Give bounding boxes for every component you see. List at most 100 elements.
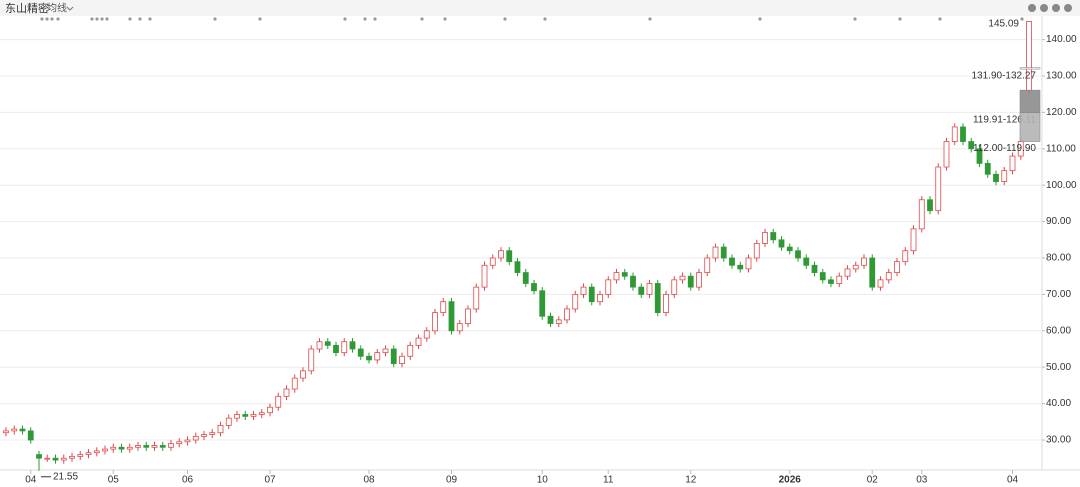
candle-body: [679, 275, 686, 281]
x-tick-label: 06: [182, 475, 194, 486]
candle-body: [638, 286, 645, 295]
candle-body: [753, 243, 760, 259]
candle-body: [349, 341, 356, 350]
candle-body: [712, 246, 719, 259]
candle-body: [910, 228, 917, 252]
x-tick-label: 11: [603, 475, 614, 486]
price-zone: [1019, 112, 1041, 142]
candle-body: [250, 414, 257, 417]
zone-label: 131.90-132.27: [971, 71, 1036, 82]
zoom-out[interactable]: [1028, 4, 1036, 12]
candle-body: [960, 126, 966, 142]
candle-body: [85, 452, 92, 455]
y-tick-label: 90.00: [1046, 216, 1071, 227]
candle-body: [366, 355, 372, 361]
candle-body: [60, 457, 67, 461]
candle-body: [687, 275, 694, 288]
price-zone: [1019, 67, 1041, 70]
candle-body: [572, 293, 579, 310]
candle-body: [778, 239, 785, 248]
candle-body: [473, 286, 480, 310]
x-tick-label: 05: [108, 475, 120, 486]
candle-body: [407, 344, 414, 357]
price-zone: [1019, 89, 1041, 114]
event-dots: [40, 17, 1024, 21]
window-controls: [1028, 4, 1072, 12]
x-tick-label: 02: [867, 475, 879, 486]
candle-body: [168, 443, 174, 448]
candle-body: [852, 264, 859, 270]
x-tick-label: 09: [446, 475, 458, 486]
candle-body: [415, 337, 422, 346]
candle-body: [143, 445, 150, 448]
candle-body: [696, 272, 702, 288]
candle-body: [456, 323, 463, 332]
candle-body: [176, 441, 183, 445]
close[interactable]: [1064, 4, 1072, 12]
candle-body: [135, 445, 141, 448]
candle-body: [291, 377, 298, 390]
x-tick-label: 03: [916, 475, 928, 486]
x-tick-label: 04: [1007, 475, 1019, 486]
candle-body: [333, 344, 339, 354]
candle-body: [976, 148, 983, 164]
candle-body: [209, 432, 216, 435]
candle-body: [630, 275, 636, 288]
candle-body: [770, 232, 777, 241]
candle-body: [663, 293, 669, 313]
zone-label: 112.00-119.90: [973, 143, 1036, 154]
zoom-in[interactable]: [1040, 4, 1048, 12]
candle-body: [828, 279, 834, 284]
candle-body: [786, 246, 793, 252]
candle-body: [267, 406, 273, 414]
y-tick-label: 130.00: [1046, 71, 1077, 82]
candle-body: [671, 279, 678, 295]
zone-label: 119.91-126.11: [973, 114, 1036, 125]
candle-body: [432, 312, 438, 332]
y-tick-label: 120.00: [1046, 107, 1077, 118]
candle-body: [514, 261, 521, 273]
high-annotation: 145.09: [988, 19, 1019, 30]
x-tick-label: 04: [25, 475, 37, 486]
candle-body: [737, 264, 744, 270]
menu-arrow[interactable]: [66, 6, 74, 11]
candle-body: [126, 446, 133, 450]
candle-body: [877, 279, 884, 288]
candle-body: [217, 425, 224, 434]
candle-body: [448, 301, 455, 332]
candle-body: [597, 293, 603, 303]
candle-body: [110, 446, 117, 450]
candle-body: [192, 435, 199, 441]
y-tick-label: 40.00: [1046, 398, 1071, 409]
candle-body: [234, 414, 240, 419]
stock-name: 东山精密: [5, 1, 49, 15]
y-tick-label: 110.00: [1046, 143, 1076, 154]
candle-body: [539, 290, 546, 317]
candle-body: [275, 395, 282, 408]
candle-body: [27, 430, 34, 441]
indicator-menu[interactable]: 均线: [47, 2, 67, 15]
candle-body: [300, 370, 306, 379]
candle-body: [3, 430, 9, 434]
candle-body: [654, 283, 661, 314]
candle-body: [547, 315, 554, 324]
candle-body: [382, 348, 389, 354]
candle-body: [440, 301, 447, 313]
candle-body: [1009, 155, 1016, 172]
candle-body: [745, 257, 752, 270]
candle-body: [11, 428, 18, 432]
candle-body: [399, 355, 405, 364]
candle-body: [885, 272, 892, 281]
x-tick-label: 10: [537, 475, 549, 486]
candle-body: [729, 257, 735, 266]
y-tick-label: 60.00: [1046, 325, 1071, 336]
candle-body: [506, 250, 513, 263]
settings[interactable]: [1052, 4, 1060, 12]
candle-body: [19, 428, 26, 432]
candle-body: [564, 308, 570, 321]
candle-body: [522, 272, 529, 284]
candle-body: [390, 348, 397, 364]
candle-body: [720, 246, 727, 259]
candle-body: [283, 388, 290, 397]
